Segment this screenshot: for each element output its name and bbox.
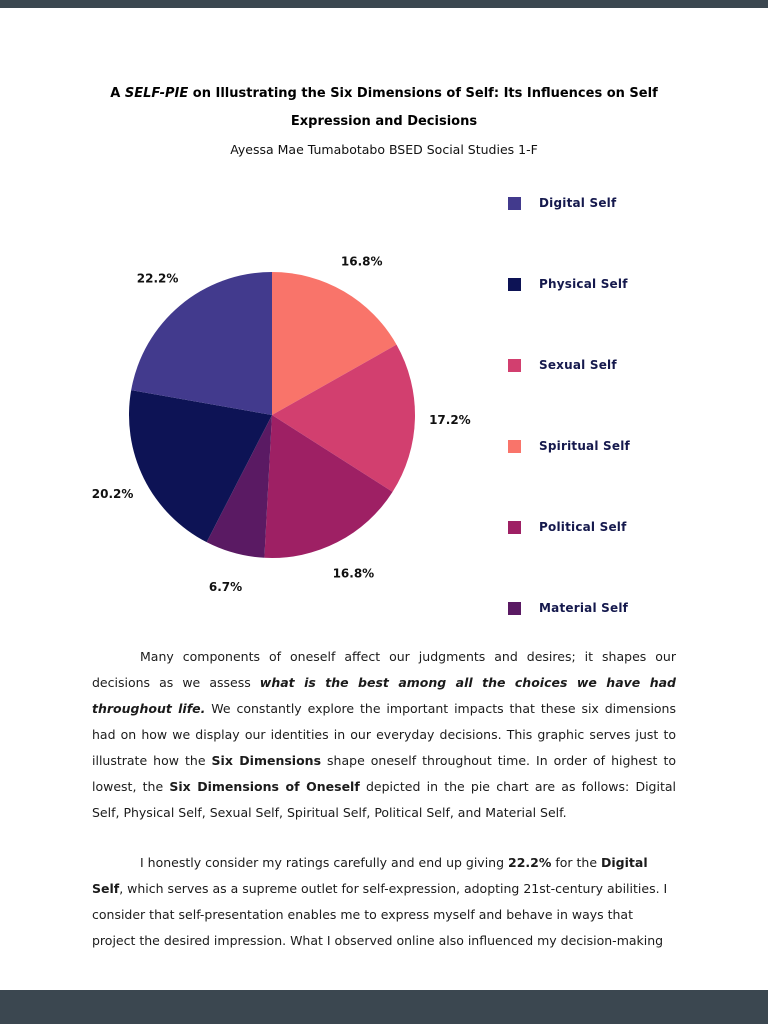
pie-slice-spiritual-self <box>272 272 397 415</box>
legend-item-sexual-self: Sexual Self <box>508 358 630 372</box>
legend-swatch-icon <box>508 358 521 372</box>
legend-item-material-self: Material Self <box>508 601 630 615</box>
legend-item-spiritual-self: Spiritual Self <box>508 439 630 453</box>
document-title-line-2: Expression and Decisions <box>290 114 478 129</box>
text-run: Six Dimensions of Oneself <box>169 779 360 794</box>
text-run: Six Dimensions <box>211 753 322 768</box>
legend-label: Digital Self <box>539 196 617 210</box>
text-run: for the <box>551 855 602 870</box>
legend-swatch-icon <box>508 277 521 291</box>
chart-legend: Digital Self Physical Self Sexual Self Spir… <box>508 196 630 615</box>
text-run: what is the best among all the choices w… <box>92 675 676 716</box>
legend-item-digital-self: Digital Self <box>508 196 630 210</box>
text-run: , which serves as a supreme outlet for s… <box>92 881 668 948</box>
legend-swatch-icon <box>508 520 521 534</box>
viewer-top-bar <box>0 0 768 8</box>
legend-label: Spiritual Self <box>539 439 630 453</box>
pie-slice-physical-self <box>128 390 272 543</box>
text-run: We constantly explore the important impa… <box>92 701 676 768</box>
pie-percent-label: 16.8% <box>333 566 375 580</box>
legend-swatch-icon <box>508 601 521 615</box>
text-run: depicted in the pie chart are as follows… <box>92 779 676 820</box>
legend-label: Sexual Self <box>539 358 617 372</box>
pie-percent-label: 6.7% <box>209 580 242 594</box>
text-run: 22.2% <box>508 855 552 870</box>
document-title-line-1: A SELF-PIE on Illustrating the Six Dimen… <box>0 80 768 108</box>
viewer-bottom-bar <box>0 990 768 1024</box>
legend-item-physical-self: Physical Self <box>508 277 630 291</box>
legend-swatch-icon <box>508 196 521 210</box>
paragraph-2: I honestly consider my ratings carefully… <box>92 850 676 954</box>
text-run: A <box>110 86 125 101</box>
pie-slice-material-self <box>206 415 272 558</box>
text-run: Many components of oneself affect our ju… <box>92 649 676 690</box>
title-block: A SELF-PIE on Illustrating the Six Dimen… <box>0 80 768 162</box>
legend-swatch-icon <box>508 439 521 453</box>
legend-item-political-self: Political Self <box>508 520 630 534</box>
text-run: shape oneself throughout time. In order … <box>92 753 677 794</box>
body-text: Many components of oneself affect our ju… <box>92 644 676 954</box>
pie-percent-label: 17.2% <box>429 413 471 427</box>
pie-slice-political-self <box>264 415 393 559</box>
pie-slice-digital-self <box>131 272 272 415</box>
pie-chart: 16.8% 17.2% 16.8% 6.7% 20.2% 22.2% <box>92 254 471 594</box>
author-byline: Ayessa Mae Tumabotabo BSED Social Studie… <box>230 142 538 157</box>
text-run: SELF-PIE <box>124 86 189 101</box>
text-run: on Illustrating the Six Dimensions of Se… <box>188 86 658 101</box>
text-run: Digital Self <box>92 855 648 896</box>
legend-label: Material Self <box>539 601 629 615</box>
legend-label: Political Self <box>539 520 627 534</box>
pie-percent-label: 16.8% <box>341 254 383 268</box>
pie-percent-label: 22.2% <box>137 272 179 286</box>
legend-label: Physical Self <box>539 277 628 291</box>
pie-percent-label: 20.2% <box>92 487 134 501</box>
paragraph-1: Many components of oneself affect our ju… <box>92 644 676 826</box>
text-run: I honestly consider my ratings carefully… <box>140 855 509 870</box>
pie-slice-sexual-self <box>272 344 415 492</box>
